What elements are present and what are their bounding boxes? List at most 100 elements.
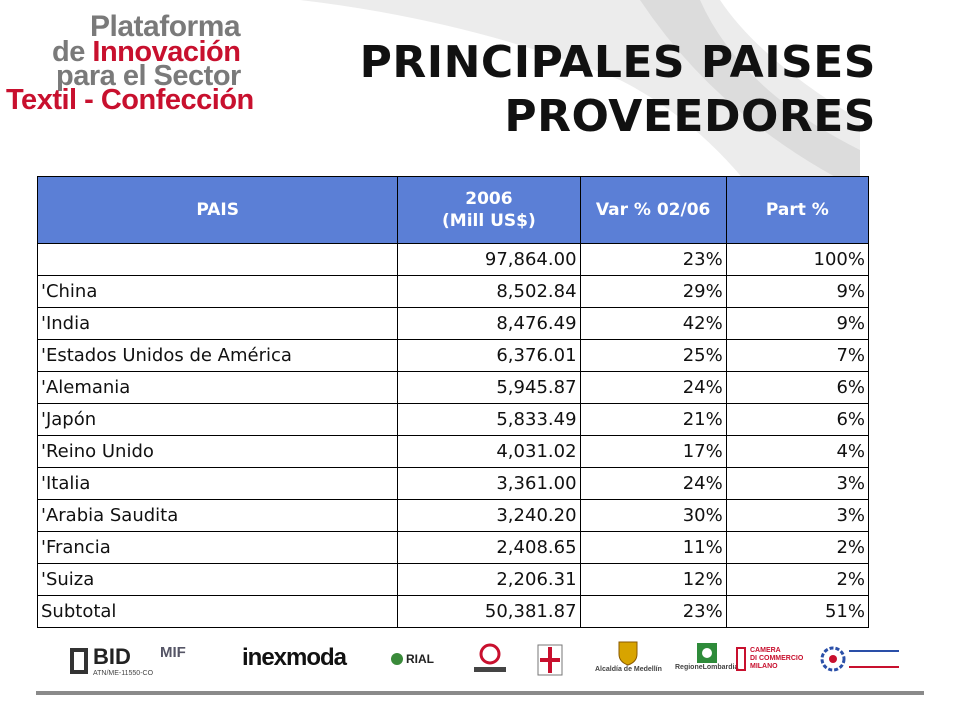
cell-valor: 2,408.65 — [397, 531, 581, 564]
cell-part: 2% — [725, 531, 870, 564]
cell-var: 12% — [579, 563, 727, 596]
cell-pais: 'Alemania — [36, 371, 399, 404]
table-row: 'China 8,502.84 29% 9% — [36, 275, 870, 308]
cell-var: 17% — [579, 435, 727, 468]
cell-var: 23% — [579, 595, 727, 628]
cell-pais: 'Japón — [36, 403, 399, 436]
table-row: 'Arabia Saudita 3,240.20 30% 3% — [36, 499, 870, 532]
cell-valor: 97,864.00 — [397, 243, 581, 276]
cluster-wordmark — [849, 650, 899, 668]
camara-medellin-icon — [474, 643, 506, 672]
cell-part: 7% — [725, 339, 870, 372]
cell-part: 9% — [725, 307, 870, 340]
milano-logo — [535, 642, 565, 678]
cell-valor: 8,476.49 — [397, 307, 581, 340]
table-row: 'India 8,476.49 42% 9% — [36, 307, 870, 340]
mif-text: MIF — [160, 644, 186, 661]
bid-text: BID — [93, 644, 131, 669]
background-swoosh — [300, 0, 860, 200]
camera-commercio-logo: CAMERA DI COMMERCIO MILANO — [735, 646, 803, 672]
cell-pais: Subtotal — [36, 595, 399, 628]
cell-pais: 'India — [36, 307, 399, 340]
header-2006-year: 2006 — [465, 189, 513, 209]
cell-valor: 4,031.02 — [397, 435, 581, 468]
header-var: Var % 02/06 — [579, 176, 727, 244]
header-2006-unit: (Mill US$) — [442, 211, 536, 231]
suppliers-table: PAIS 2006 (Mill US$) Var % 02/06 Part % … — [36, 176, 870, 628]
table-row: 'Francia 2,408.65 11% 2% — [36, 531, 870, 564]
rial-globe-icon — [391, 653, 403, 665]
table-row: Subtotal 50,381.87 23% 51% — [36, 595, 870, 628]
cell-var: 25% — [579, 339, 727, 372]
table-row: 'Italia 3,361.00 24% 3% — [36, 467, 870, 500]
milano-shield-icon — [537, 644, 563, 676]
camara-medellin-logo — [470, 642, 510, 676]
cell-part: 4% — [725, 435, 870, 468]
cell-pais: 'Suiza — [36, 563, 399, 596]
bid-code: ATN/ME-11550-CO — [93, 670, 154, 677]
alcaldia-logo: Alcaldía de Medellín — [595, 640, 662, 673]
camera-text-1: CAMERA — [750, 647, 781, 654]
cell-var: 21% — [579, 403, 727, 436]
table-row: 'Estados Unidos de América 6,376.01 25% 7% — [36, 339, 870, 372]
cell-var: 42% — [579, 307, 727, 340]
cell-pais: 'Reino Unido — [36, 435, 399, 468]
regione-text: RegioneLombardia — [675, 664, 739, 671]
plataforma-logo: Plataforma de Innovación para el Sector … — [6, 6, 254, 116]
cell-var: 11% — [579, 531, 727, 564]
cell-var: 29% — [579, 275, 727, 308]
rial-logo: RIAL — [390, 652, 434, 666]
logo-line-2a: de — [52, 36, 93, 68]
cell-part: 6% — [725, 403, 870, 436]
table-body: 97,864.00 23% 100% 'China 8,502.84 29% 9% 'Indi… — [36, 243, 870, 628]
cell-valor: 5,833.49 — [397, 403, 581, 436]
header-pais: PAIS — [36, 176, 399, 244]
regione-rose-icon — [696, 643, 717, 663]
cell-valor: 50,381.87 — [397, 595, 581, 628]
cell-valor: 3,361.00 — [397, 467, 581, 500]
cell-valor: 5,945.87 — [397, 371, 581, 404]
bid-logo: BID ATN/ME-11550-CO — [68, 644, 153, 677]
alcaldia-text: Alcaldía de Medellín — [595, 666, 662, 673]
cell-part: 51% — [725, 595, 870, 628]
cell-pais: 'Arabia Saudita — [36, 499, 399, 532]
cluster-emblem-icon — [820, 646, 846, 672]
cell-part: 6% — [725, 371, 870, 404]
page-title: PRINCIPALES PAISES PROVEEDORES — [360, 36, 876, 144]
table-row: 'Japón 5,833.49 21% 6% — [36, 403, 870, 436]
bottom-rule — [36, 691, 924, 695]
title-line-1: PRINCIPALES PAISES — [359, 37, 876, 88]
cell-part: 100% — [725, 243, 870, 276]
logo-line-3: para el Sector — [56, 60, 241, 92]
logo-line-1: Plataforma — [90, 10, 241, 43]
camera-text-2: DI COMMERCIO — [750, 655, 804, 662]
cell-part: 2% — [725, 563, 870, 596]
cell-part: 3% — [725, 499, 870, 532]
cell-pais: 'Italia — [36, 467, 399, 500]
table-row: 'Reino Unido 4,031.02 17% 4% — [36, 435, 870, 468]
table-row: 'Alemania 5,945.87 24% 6% — [36, 371, 870, 404]
camera-emblem-icon — [736, 647, 746, 671]
mif-logo: MIF — [160, 644, 186, 661]
cell-valor: 8,502.84 — [397, 275, 581, 308]
inexmoda-text: inexmoda — [242, 644, 347, 671]
regione-lombardia-logo: RegioneLombardia — [675, 642, 738, 671]
cell-var: 23% — [579, 243, 727, 276]
logo-line-4: Textil - Confección — [6, 84, 254, 116]
cell-var: 30% — [579, 499, 727, 532]
sponsor-logos: BID ATN/ME-11550-CO MIF inexmoda RIAL Al… — [60, 640, 910, 690]
cell-pais: 'Francia — [36, 531, 399, 564]
title-line-2: PROVEEDORES — [504, 91, 876, 142]
cell-pais: 'China — [36, 275, 399, 308]
camera-text-3: MILANO — [750, 663, 778, 670]
bid-emblem-icon — [70, 647, 88, 674]
table-row: 97,864.00 23% 100% — [36, 243, 870, 276]
table-row: 'Suiza 2,206.31 12% 2% — [36, 563, 870, 596]
cell-part: 3% — [725, 467, 870, 500]
cell-pais: 'Estados Unidos de América — [36, 339, 399, 372]
cell-valor: 3,240.20 — [397, 499, 581, 532]
logo-line-2b: Innovación — [92, 36, 241, 68]
cluster-logo — [820, 646, 899, 672]
cell-var: 24% — [579, 371, 727, 404]
table-header-row: PAIS 2006 (Mill US$) Var % 02/06 Part % — [36, 176, 870, 244]
